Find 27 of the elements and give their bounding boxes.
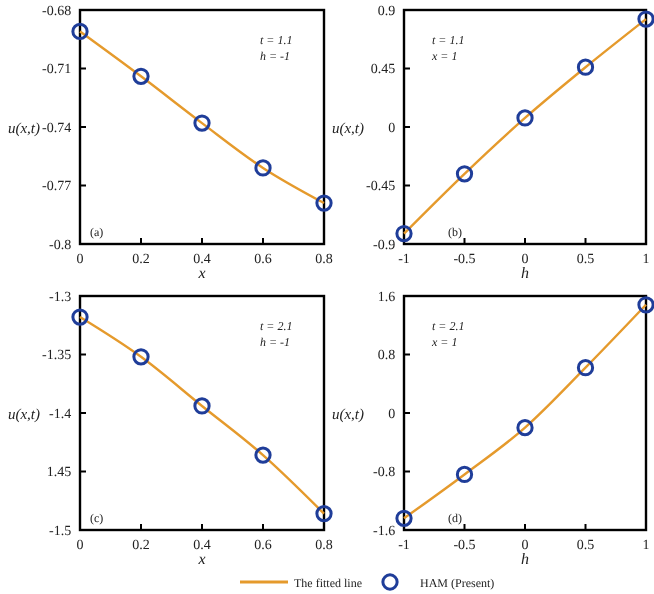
point — [193, 397, 211, 415]
point — [71, 22, 89, 41]
point — [395, 224, 413, 243]
line-series — [78, 30, 326, 205]
point — [132, 348, 150, 366]
point — [132, 67, 150, 85]
point — [395, 509, 413, 527]
point — [315, 194, 333, 212]
line-series — [402, 17, 648, 235]
x-axis-title: h — [521, 264, 529, 282]
point — [455, 465, 474, 484]
point — [315, 505, 333, 523]
point — [637, 10, 654, 28]
x-axis-title: h — [521, 550, 529, 568]
point — [637, 296, 654, 314]
point — [516, 419, 534, 437]
x-axis-title: x — [196, 264, 207, 282]
point — [254, 446, 272, 464]
point — [576, 58, 595, 76]
point — [455, 165, 474, 183]
line-series — [78, 315, 326, 515]
x-axis-title: x — [196, 550, 207, 568]
point — [516, 109, 534, 127]
point — [71, 308, 89, 326]
point — [193, 114, 211, 132]
point — [254, 159, 272, 177]
point — [576, 359, 595, 377]
